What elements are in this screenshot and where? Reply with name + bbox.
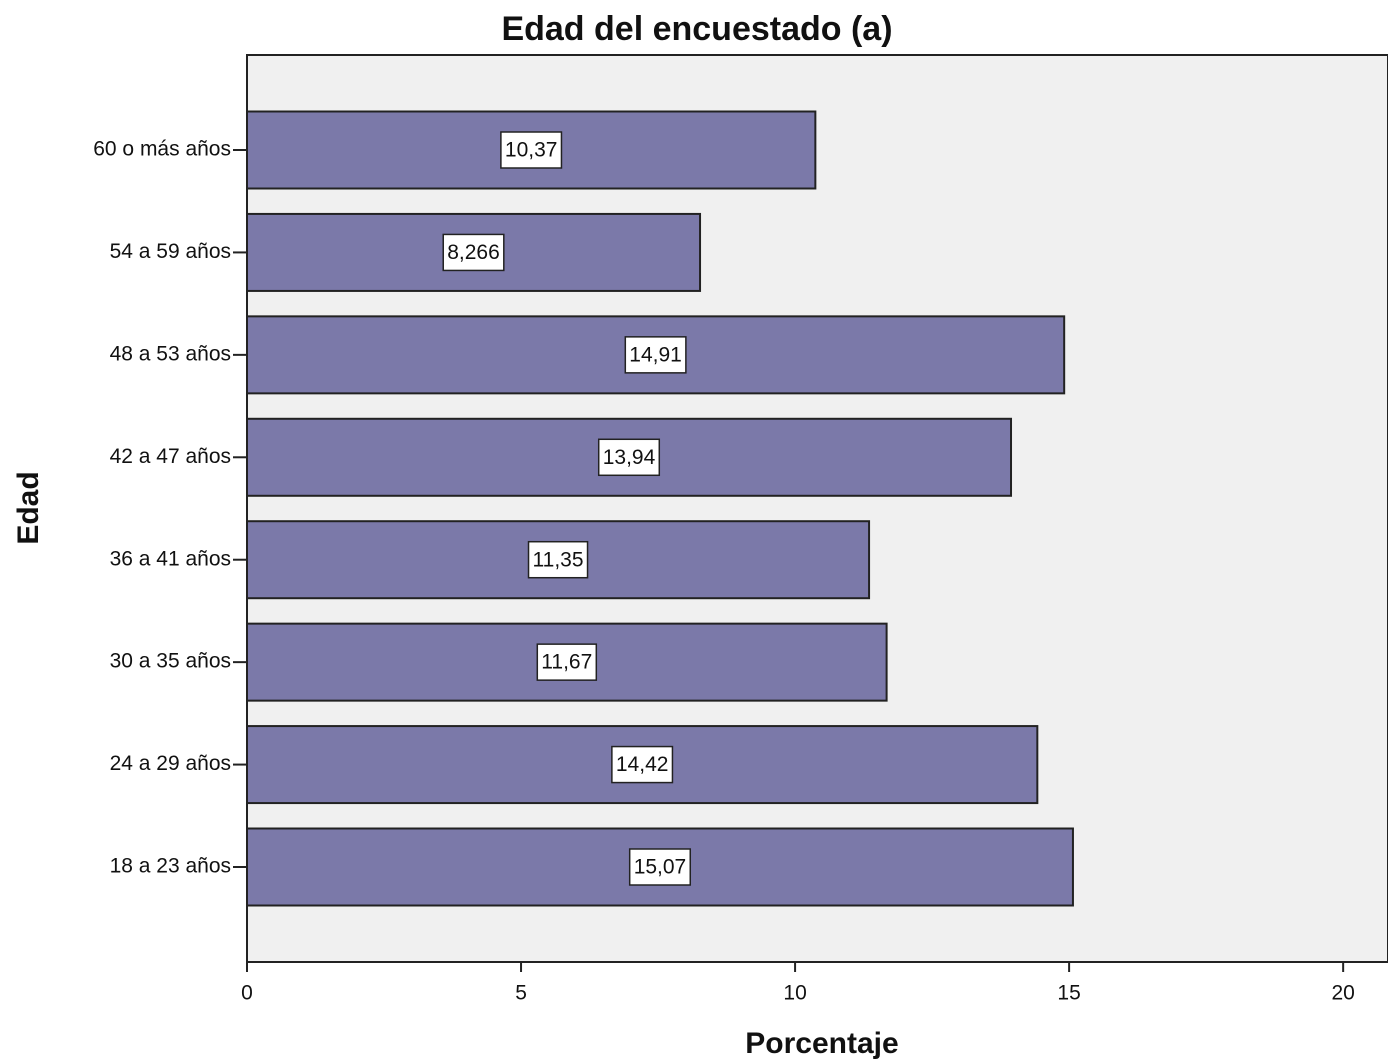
value-label-box — [500, 131, 563, 169]
value-label: 8,266 — [447, 241, 500, 264]
y-tick-label: 42 a 47 años — [110, 445, 231, 468]
y-axis-title: Edad — [12, 471, 45, 544]
y-tick-label: 18 a 23 años — [110, 855, 231, 878]
y-tick-label: 36 a 41 años — [110, 547, 231, 570]
value-label: 11,67 — [541, 651, 592, 674]
value-label: 11,35 — [533, 548, 584, 571]
y-tick-label: 54 a 59 años — [110, 240, 231, 263]
y-tick-label: 60 o más años — [93, 138, 231, 161]
value-label-box — [624, 336, 687, 374]
plot-area — [246, 54, 1388, 963]
y-tick-label: 24 a 29 años — [110, 752, 231, 775]
x-tick-label: 0 — [241, 982, 253, 1005]
value-label-box — [442, 233, 505, 272]
value-label-box — [611, 745, 674, 784]
value-label-box — [536, 643, 598, 681]
bar — [246, 110, 817, 190]
x-tick-label: 5 — [515, 982, 527, 1005]
value-label-box — [628, 848, 692, 886]
x-tick-label: 15 — [1057, 982, 1080, 1005]
value-label-box — [527, 540, 589, 579]
x-tick-label: 20 — [1331, 982, 1354, 1005]
x-tick-label: 10 — [783, 982, 806, 1005]
value-label: 10,37 — [505, 139, 558, 162]
y-tick-label: 30 a 35 años — [110, 650, 231, 673]
value-label: 14,91 — [629, 343, 682, 366]
value-label: 15,07 — [634, 856, 687, 879]
y-tick-label: 48 a 53 años — [110, 342, 231, 365]
value-label-box — [597, 438, 661, 477]
value-label: 14,42 — [616, 753, 669, 776]
x-axis-title: Porcentaje — [745, 1027, 898, 1060]
value-label: 13,94 — [603, 446, 656, 469]
chart-title: Edad del encuestado (a) — [501, 10, 892, 48]
